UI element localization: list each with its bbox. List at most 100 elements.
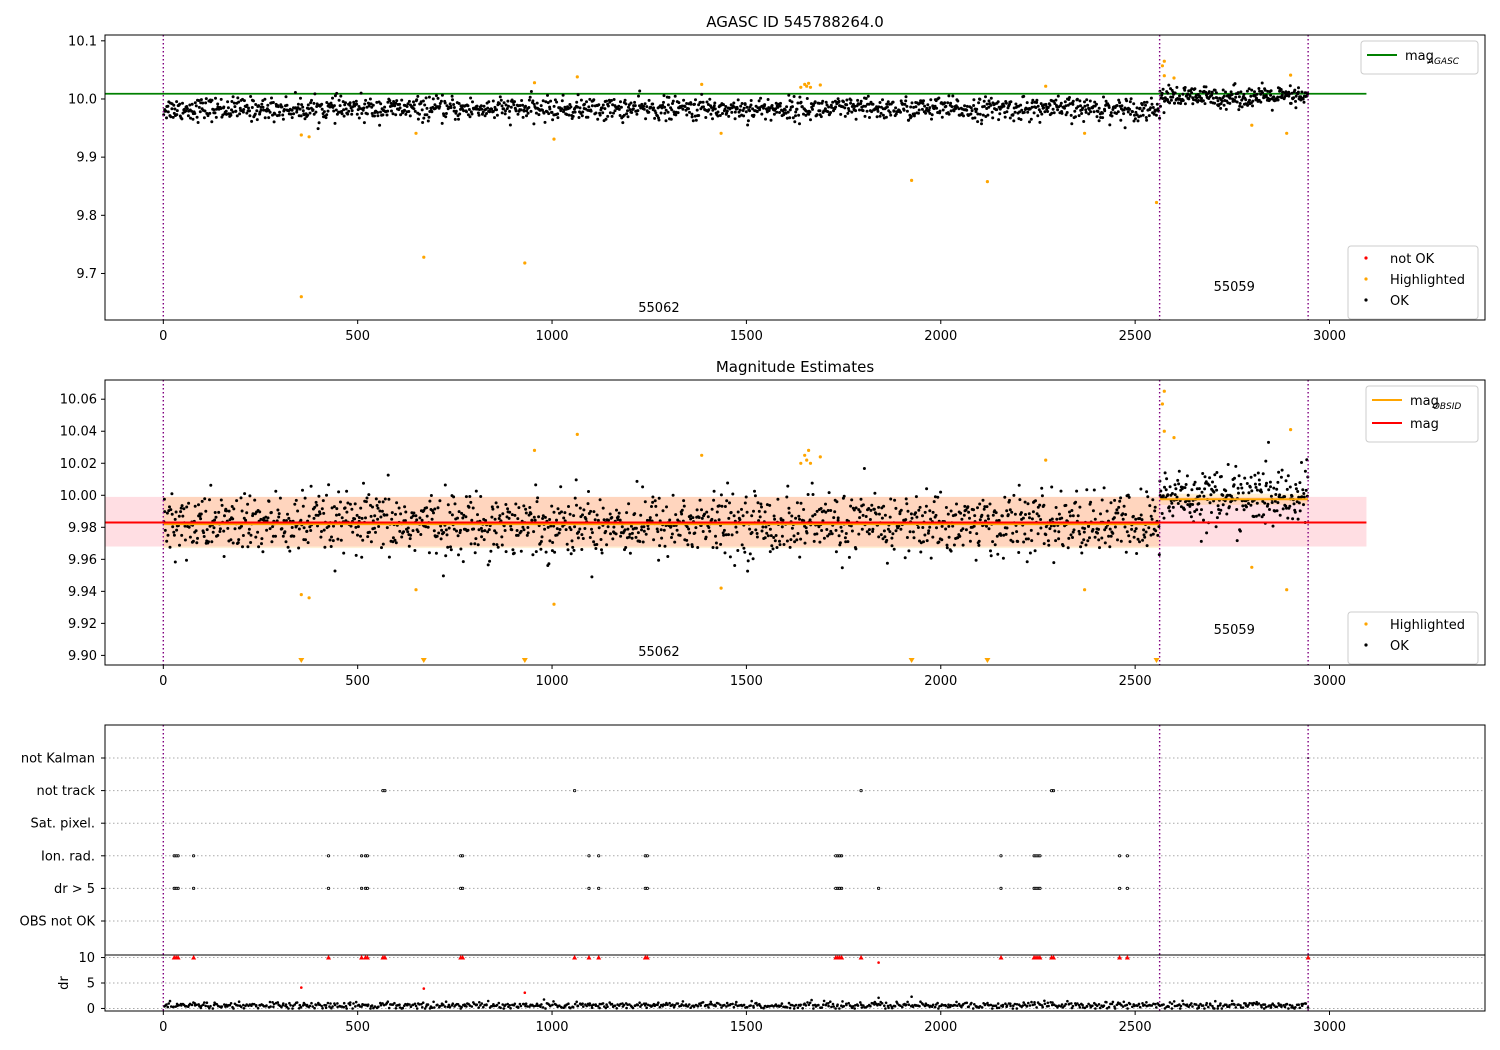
dr-point [1216,1007,1219,1010]
ok-point [954,513,958,517]
ok-point [580,114,584,118]
dr-point [1015,1007,1019,1010]
dr-point [1209,1003,1212,1007]
ok-point [1086,103,1090,107]
y-tick-label: 10.1 [68,34,97,49]
ok-point [892,547,896,551]
ok-point [799,501,803,505]
ok-point [558,528,562,531]
ok-point [661,509,665,513]
ok-point [755,532,759,535]
ok-point [1145,118,1149,122]
dr-clipped-marker [1305,955,1311,960]
ok-point [1255,501,1259,505]
dr-point [967,1005,971,1008]
ok-point [317,121,321,125]
ok-point [973,116,977,120]
ok-point [327,483,331,487]
ok-point [1175,495,1179,499]
ok-point [266,516,270,520]
ok-point [733,117,737,121]
ok-point [832,516,836,520]
ok-point [1279,475,1283,479]
ok-point [1019,511,1023,515]
ok-point [673,94,677,98]
dr-point [973,1003,976,1006]
ok-point [1107,106,1111,109]
ok-point [179,506,183,510]
ok-point [336,537,340,541]
ok-point [928,509,932,513]
ok-point [1121,512,1125,516]
ok-point [406,526,410,530]
dr-point [1001,1003,1005,1007]
ok-point [793,120,797,124]
ok-point [497,517,501,520]
ok-point [704,535,708,539]
ok-point [732,105,736,109]
ok-point [998,107,1002,111]
ok-point [661,103,665,107]
ok-point [504,503,508,506]
ok-point [1288,485,1292,489]
ok-point [790,514,794,518]
dr-point [295,1001,299,1004]
ok-point [696,546,700,549]
ok-point [1276,480,1280,484]
dr-clipped-marker [644,955,650,960]
dr-point [668,1001,671,1005]
legend-point-swatch [1364,622,1368,626]
dr-point [1126,1007,1129,1010]
dr-point [167,1002,170,1005]
ok-point [1130,527,1134,531]
ok-point [826,509,830,512]
dr-point [447,1003,451,1007]
ok-point [824,100,828,104]
ok-point [390,517,394,521]
dr-point [907,1003,911,1006]
ok-point [266,103,270,107]
ok-point [561,93,565,97]
ok-point [1036,532,1040,536]
dr-point [735,1000,738,1004]
ok-point [722,528,726,532]
ok-point [471,506,475,510]
dr-point [645,1006,648,1010]
ok-point [580,533,584,537]
ok-point [770,544,774,548]
ok-point [560,107,564,111]
dr-point [742,1003,746,1007]
ok-point [581,537,585,540]
ok-point [353,502,357,506]
dr-point [841,1000,844,1003]
ok-point [449,106,453,110]
ok-point [507,116,511,120]
ok-point [1203,102,1207,106]
ok-point [1219,102,1223,106]
ok-point [843,536,847,540]
ok-point [642,525,646,529]
dr-point [1107,1005,1111,1009]
dr-point [1025,1004,1029,1008]
dr-point [666,1003,669,1006]
ok-point [649,106,653,109]
ok-point [766,98,770,101]
ok-point [342,551,346,555]
ok-point [907,118,911,122]
ok-point [994,511,998,515]
ok-point [168,545,172,549]
dr-point [190,1003,194,1007]
ok-point [780,525,784,529]
ok-point [938,109,942,113]
ok-point [1285,487,1289,491]
ok-point [908,530,912,534]
ok-point [1268,508,1271,511]
ok-point [462,109,466,113]
ok-point [1171,505,1175,509]
ok-point [989,549,992,553]
ok-point [811,107,814,111]
ok-point [1125,530,1129,534]
ok-point [1286,474,1290,478]
dr-point [560,1006,563,1009]
ok-point [1024,513,1027,516]
